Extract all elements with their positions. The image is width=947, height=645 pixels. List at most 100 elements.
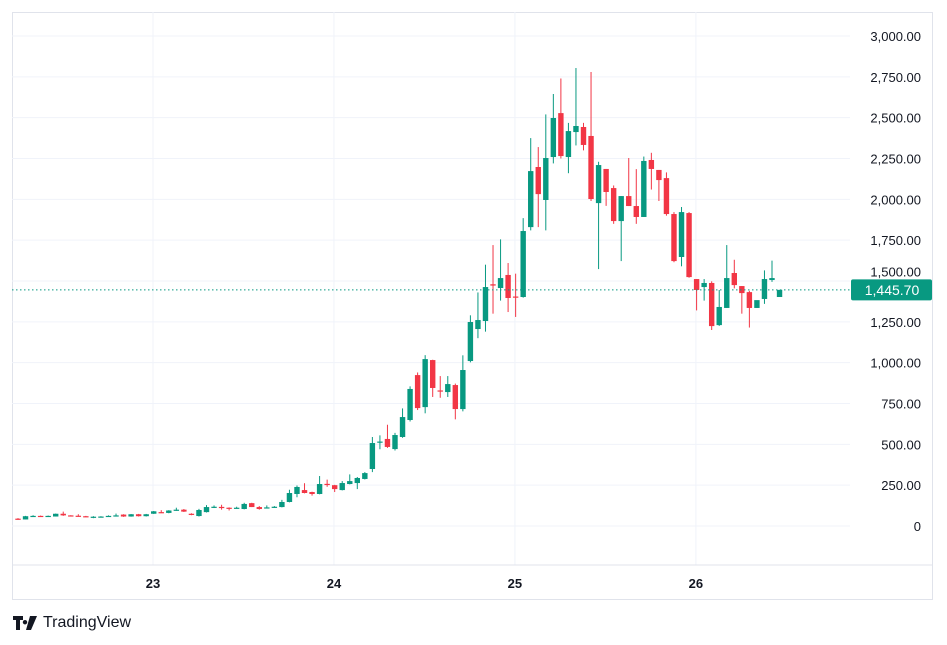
candle[interactable] (543, 114, 549, 231)
candle[interactable] (633, 169, 639, 224)
candle[interactable] (384, 424, 391, 448)
candle[interactable] (166, 510, 172, 514)
candle[interactable] (693, 279, 700, 311)
candle[interactable] (648, 152, 655, 190)
candle[interactable] (113, 513, 119, 517)
candle[interactable] (128, 514, 134, 517)
candle[interactable] (731, 259, 737, 289)
candle[interactable] (422, 355, 428, 414)
candle[interactable] (377, 435, 383, 450)
candle[interactable] (181, 509, 187, 512)
candle[interactable] (739, 286, 745, 314)
candle[interactable] (407, 386, 413, 422)
candle[interactable] (354, 477, 360, 490)
candle[interactable] (558, 78, 564, 159)
candle[interactable] (286, 489, 293, 503)
candle[interactable] (595, 161, 602, 270)
candle[interactable] (414, 372, 421, 411)
candle[interactable] (196, 508, 202, 517)
candle[interactable] (309, 491, 315, 496)
candle[interactable] (203, 505, 210, 513)
candle[interactable] (467, 315, 474, 363)
candle[interactable] (233, 506, 240, 509)
candle[interactable] (776, 289, 783, 298)
candle[interactable] (256, 506, 262, 510)
candle[interactable] (550, 93, 557, 164)
candle[interactable] (618, 196, 624, 262)
candle[interactable] (708, 281, 715, 331)
candle[interactable] (369, 436, 376, 473)
candle[interactable] (716, 289, 722, 326)
candle[interactable] (626, 158, 632, 207)
candle[interactable] (475, 292, 481, 339)
candle[interactable] (573, 68, 579, 146)
candle[interactable] (588, 71, 594, 201)
candle[interactable] (452, 383, 459, 420)
candle[interactable] (347, 474, 353, 485)
candle[interactable] (316, 476, 323, 495)
candle[interactable] (271, 506, 278, 508)
candle[interactable] (535, 147, 541, 228)
candle[interactable] (135, 513, 142, 517)
candle[interactable] (22, 515, 29, 520)
candle[interactable] (761, 270, 768, 304)
candle[interactable] (45, 515, 51, 518)
candle[interactable] (188, 513, 195, 516)
candle[interactable] (445, 376, 451, 397)
candle[interactable] (105, 515, 112, 518)
candle[interactable] (324, 479, 330, 487)
candle[interactable] (769, 260, 775, 282)
candle[interactable] (264, 505, 270, 509)
candle[interactable] (249, 502, 255, 508)
candle[interactable] (754, 300, 760, 308)
candle[interactable] (641, 156, 647, 217)
candle[interactable] (392, 432, 398, 451)
candle[interactable] (528, 138, 534, 231)
candle[interactable] (505, 263, 511, 313)
candle[interactable] (482, 264, 489, 332)
candle[interactable] (490, 245, 496, 314)
candle[interactable] (30, 515, 36, 518)
candle[interactable] (512, 273, 519, 317)
candle[interactable] (656, 169, 662, 201)
candle[interactable] (580, 122, 587, 151)
candle[interactable] (241, 502, 247, 510)
candle[interactable] (218, 504, 225, 510)
candle[interactable] (68, 515, 74, 517)
candle[interactable] (362, 472, 368, 480)
candle[interactable] (746, 290, 753, 328)
candle[interactable] (37, 515, 44, 518)
candle[interactable] (143, 513, 149, 517)
candle[interactable] (294, 485, 300, 498)
candle[interactable] (60, 511, 66, 516)
candle[interactable] (430, 359, 436, 397)
candle[interactable] (724, 245, 730, 308)
candle[interactable] (610, 185, 617, 224)
candle[interactable] (663, 172, 670, 216)
candle[interactable] (331, 484, 338, 493)
candle[interactable] (678, 207, 685, 267)
candle[interactable] (301, 483, 308, 494)
candle[interactable] (83, 515, 89, 518)
candle[interactable] (603, 168, 609, 206)
candle[interactable] (279, 499, 285, 508)
candle[interactable] (437, 376, 443, 398)
candle[interactable] (671, 212, 677, 263)
candle[interactable] (90, 516, 97, 519)
candle[interactable] (497, 239, 504, 301)
candle[interactable] (120, 514, 127, 517)
candle[interactable] (565, 122, 572, 174)
candle[interactable] (226, 507, 232, 511)
candle[interactable] (151, 510, 157, 514)
candle[interactable] (686, 212, 692, 278)
candle[interactable] (399, 408, 406, 438)
candle[interactable] (15, 518, 21, 520)
candle[interactable] (75, 514, 82, 517)
candle[interactable] (158, 510, 164, 514)
candle[interactable] (460, 355, 466, 412)
candle[interactable] (98, 516, 104, 518)
candle[interactable] (339, 481, 345, 491)
candle[interactable] (173, 507, 180, 511)
candle[interactable] (53, 513, 59, 517)
